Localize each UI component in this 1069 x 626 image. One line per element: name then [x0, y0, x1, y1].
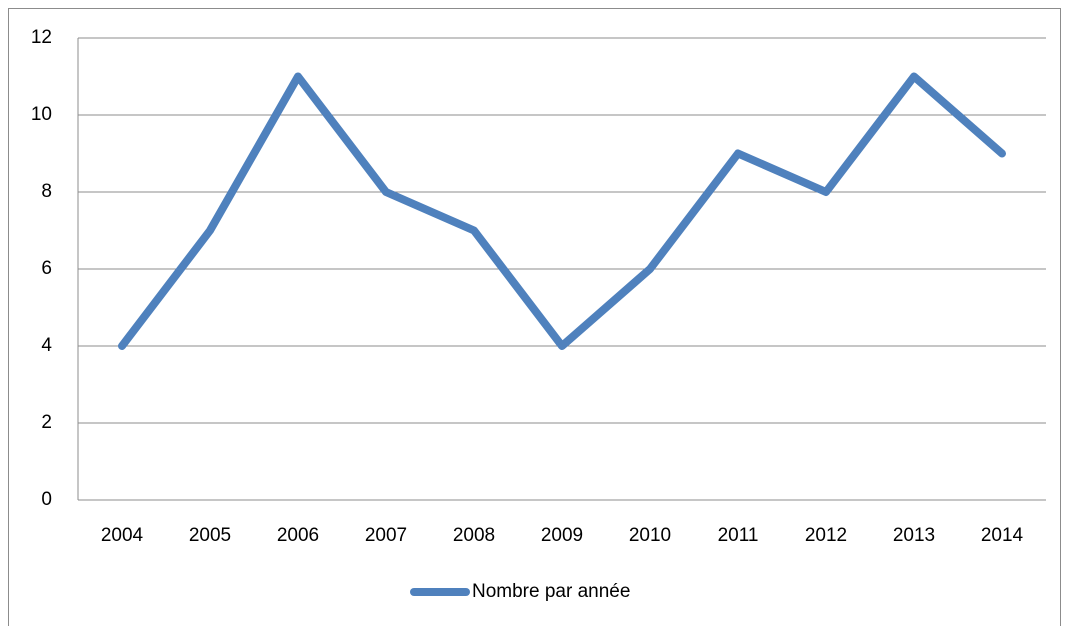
x-tick-label: 2006	[277, 525, 319, 546]
y-tick-label: 4	[41, 335, 52, 356]
data-line	[118, 72, 1006, 350]
y-tick-label: 8	[41, 181, 52, 202]
x-tick-label: 2011	[718, 525, 759, 546]
y-tick-label: 10	[31, 104, 52, 125]
y-tick-label: 12	[31, 27, 52, 48]
x-tick-label: 2014	[981, 525, 1024, 546]
y-tick-label: 2	[41, 412, 52, 433]
legend-label: Nombre par année	[472, 581, 630, 602]
x-tick-label: 2008	[453, 525, 495, 546]
x-tick-label: 2009	[541, 525, 583, 546]
chart-frame	[8, 8, 1061, 626]
x-tick-label: 2013	[893, 525, 935, 546]
y-tick-label: 6	[41, 258, 52, 279]
x-tick-label: 2012	[805, 525, 847, 546]
x-tick-label: 2007	[365, 525, 407, 546]
y-tick-label: 0	[41, 489, 52, 510]
x-tick-label: 2004	[101, 525, 144, 546]
x-tick-label: 2010	[629, 525, 671, 546]
x-tick-label: 2005	[189, 525, 231, 546]
